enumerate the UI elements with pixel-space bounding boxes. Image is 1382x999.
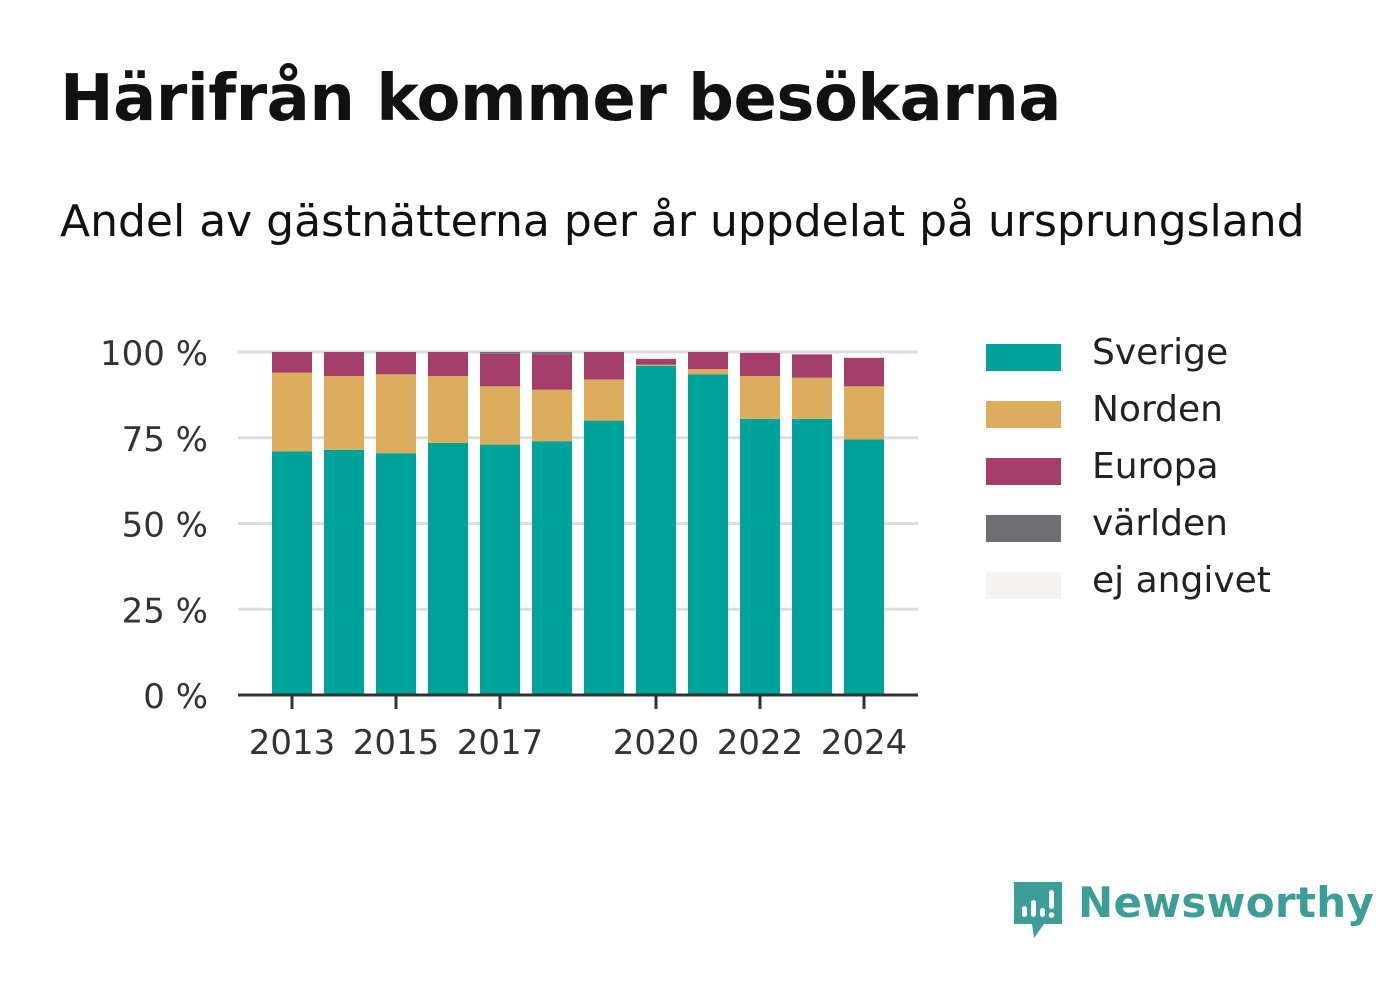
y-tick-label: 25 % [122,591,208,631]
bar-segment [688,352,728,370]
legend-label: ej angivet [1092,560,1271,601]
bar-segment [272,372,312,452]
bar-segment [740,418,780,695]
bar-segment [480,386,520,445]
x-tick-label: 2017 [457,723,544,763]
bar-segment [740,352,780,353]
bar-segment [532,389,572,442]
bar-segment [324,352,364,377]
bar-segment [376,453,416,695]
bar-segment [428,352,468,377]
y-tick-label: 0 % [143,677,208,717]
legend-label: Norden [1092,389,1223,430]
legend-swatch [986,401,1061,428]
bar-segment [792,418,832,695]
bar-segment [532,352,572,355]
legend-label: Sverige [1092,332,1229,373]
legend-swatch [986,344,1061,371]
x-tick-label: 2024 [821,723,908,763]
bar-segment [480,353,520,387]
bar-segment [532,354,572,390]
bar-segment [376,352,416,375]
logo-text: Newsworthy [1078,878,1375,927]
bar-segment [740,376,780,419]
chart-title: Härifrån kommer besökarna [60,62,1061,136]
x-tick-label: 2022 [717,723,804,763]
legend-label: världen [1092,503,1228,544]
bar-segment [428,376,468,443]
bar-segment [272,352,312,373]
legend-swatch [986,458,1061,485]
x-tick-label: 2015 [353,723,440,763]
newsworthy-logo-icon [1014,882,1062,938]
legend-swatch [986,572,1061,599]
bar-segment [480,352,520,354]
bar-segment [792,377,832,419]
bars [272,352,884,695]
y-tick-label: 75 % [122,420,208,460]
bar-segment [636,365,676,695]
bar-segment [844,386,884,440]
bar-segment [740,352,780,377]
legend-swatch [986,515,1061,542]
x-tick-label: 2020 [613,723,700,763]
bar-segment [480,444,520,695]
bar-segment [584,420,624,695]
bar-segment [532,441,572,695]
bar-segment [376,374,416,454]
bar-segment [272,451,312,695]
x-tick-label: 2013 [249,723,336,763]
bar-segment [636,364,676,366]
bar-segment [636,358,676,365]
y-tick-label: 50 % [122,506,208,546]
bar-segment [844,357,884,387]
chart-subtitle: Andel av gästnätterna per år uppdelat på… [60,196,1305,247]
bar-segment [792,354,832,378]
axes: 0 % 25 % 50 % 75 % 100 % 2013 2015 2017 2020 2022… [100,334,918,763]
bar-segment [324,449,364,695]
bar-segment [428,442,468,695]
legend-label: Europa [1092,446,1219,487]
bar-segment [636,357,676,359]
y-tick-label: 100 % [100,334,208,374]
bar-segment [584,379,624,421]
bar-segment [688,374,728,695]
bar-segment [844,439,884,695]
bar-segment [324,376,364,450]
bar-segment [688,369,728,375]
bar-segment [584,352,624,380]
